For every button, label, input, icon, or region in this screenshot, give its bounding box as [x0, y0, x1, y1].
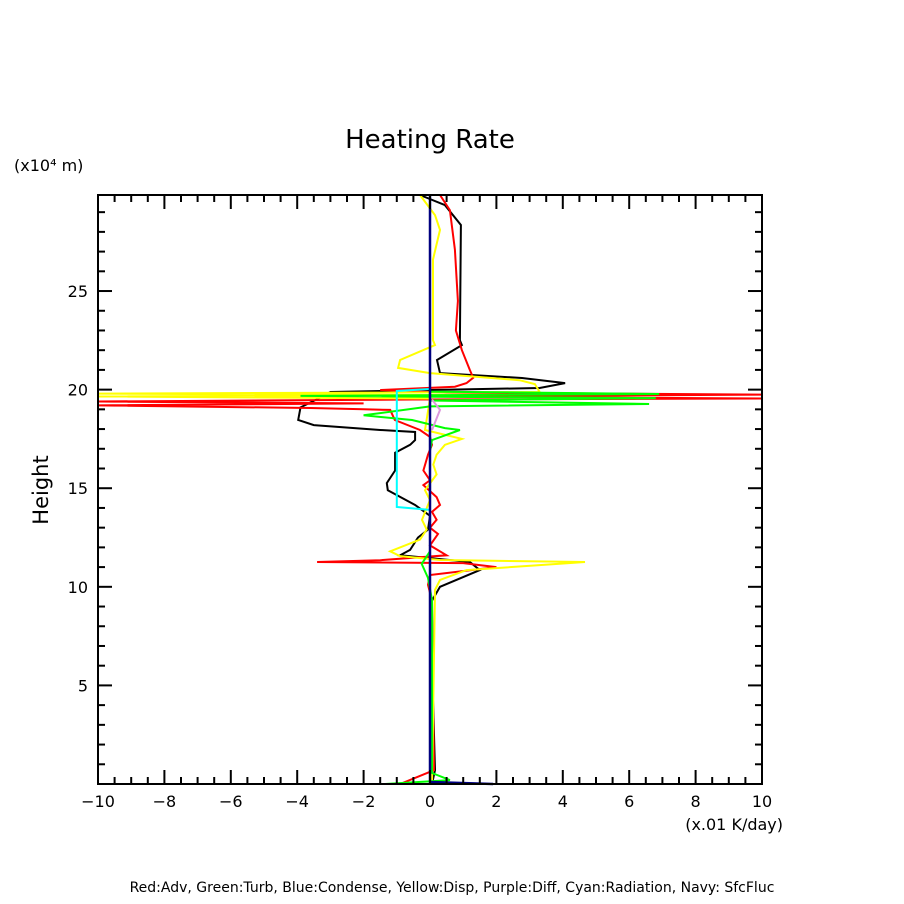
tick-layer: −10 −8 −6 −4 −2 0 2 4 6 8 10 5 10 15 20 25 [68, 195, 772, 811]
series-line-turb [300, 389, 660, 785]
y-tick-label: 25 [68, 282, 88, 301]
series-line-radiation [395, 388, 431, 511]
plot-frame [97, 194, 763, 785]
x-tick-label: −8 [153, 792, 177, 811]
x-tick-label: −4 [285, 792, 309, 811]
x-tick-label: 4 [558, 792, 568, 811]
x-tick-label: −2 [352, 792, 376, 811]
x-tick-label: −10 [81, 792, 115, 811]
x-tick-label: 0 [425, 792, 435, 811]
series-layer [97, 194, 763, 786]
x-tick-label: 2 [491, 792, 501, 811]
x-tick-label: 6 [624, 792, 634, 811]
y-unit-label: (x10⁴ m) [14, 156, 83, 175]
y-axis-label: Height [29, 455, 53, 524]
y-tick-label: 15 [68, 479, 88, 498]
chart-title: Heating Rate [345, 125, 515, 155]
series-line-sfcfluc [428, 195, 494, 786]
y-tick-label: 20 [68, 381, 88, 400]
series-line-disp [97, 194, 586, 785]
x-tick-label: −6 [219, 792, 243, 811]
y-tick-label: 10 [68, 578, 88, 597]
x-tick-label: 8 [691, 792, 701, 811]
x-tick-label: 10 [752, 792, 772, 811]
y-tick-label: 5 [78, 676, 88, 695]
x-axis-label: (x.01 K/day) [685, 815, 783, 834]
legend-text: Red:Adv, Green:Turb, Blue:Condense, Yell… [130, 880, 775, 896]
series-line-diff [431, 398, 442, 431]
